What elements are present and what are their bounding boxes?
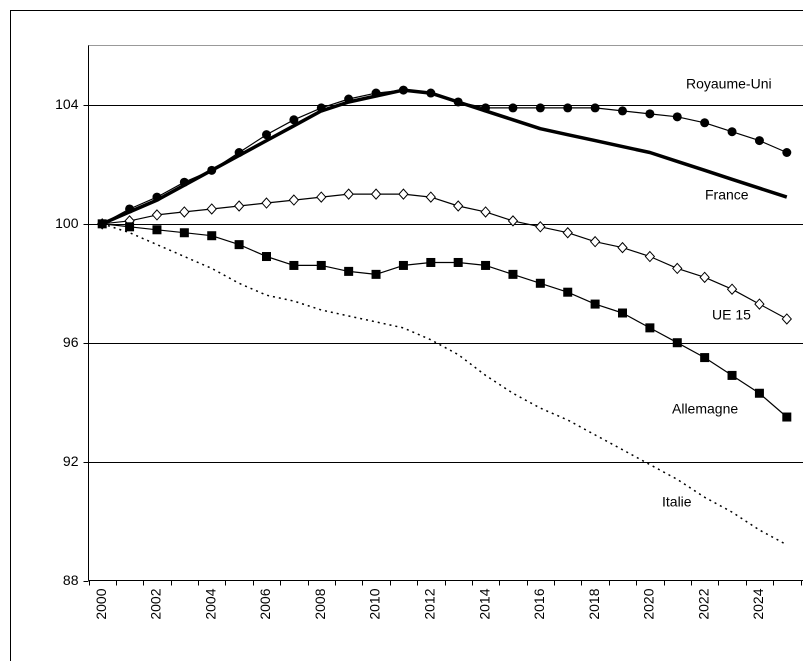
data-point [425, 191, 436, 203]
y-tick-label: 104 [55, 96, 79, 112]
data-point [589, 235, 601, 248]
data-point [125, 222, 135, 232]
data-point [727, 127, 737, 137]
data-point [343, 188, 354, 200]
data-point [262, 130, 271, 140]
data-point [288, 194, 300, 206]
data-point [700, 118, 710, 128]
data-point [481, 260, 491, 270]
data-point [398, 188, 409, 200]
data-point [480, 206, 491, 218]
data-point [754, 388, 764, 398]
data-point [261, 197, 272, 209]
series-label: Royaume-Uni [686, 76, 772, 92]
data-point [207, 231, 217, 241]
data-point [179, 206, 190, 218]
data-point [508, 103, 518, 113]
data-point [316, 260, 326, 270]
data-point [617, 241, 628, 254]
x-tick-label: 2024 [750, 588, 766, 619]
data-point [618, 106, 627, 116]
series-line [101, 88, 788, 226]
data-point [289, 115, 299, 125]
y-tick-label: 96 [63, 334, 79, 350]
data-point [151, 209, 163, 221]
x-tick-label: 2016 [531, 588, 547, 619]
data-point [426, 257, 436, 267]
data-point [398, 260, 408, 270]
data-point [672, 338, 682, 348]
series-label: UE 15 [712, 307, 751, 323]
data-point [699, 271, 710, 284]
data-point [672, 262, 683, 275]
data-point [152, 225, 162, 235]
data-point [782, 148, 792, 157]
data-point [563, 287, 573, 297]
plot-area [88, 45, 803, 581]
data-point [645, 109, 655, 119]
data-point [754, 298, 765, 310]
x-tick-label: 2008 [312, 588, 328, 619]
x-tick-label: 2000 [93, 588, 109, 619]
data-point [179, 228, 189, 238]
x-tick-label: 2006 [257, 588, 273, 619]
x-tick-label: 2004 [202, 588, 218, 619]
chart-frame [10, 10, 803, 661]
series-label: Italie [662, 494, 692, 510]
data-point [206, 203, 217, 215]
data-point [590, 299, 600, 309]
data-point [371, 269, 381, 279]
data-point [234, 240, 244, 250]
data-point [781, 313, 792, 325]
data-point [453, 200, 464, 212]
y-tick-label: 100 [55, 215, 79, 231]
x-tick-label: 2020 [641, 588, 657, 619]
x-tick-label: 2010 [367, 588, 383, 619]
x-tick-label: 2012 [422, 588, 438, 619]
data-point [645, 323, 655, 333]
series-line [101, 89, 788, 225]
data-point [700, 353, 710, 363]
y-tick-label: 92 [63, 453, 79, 469]
y-tick-label: 88 [63, 572, 79, 588]
data-point [316, 191, 327, 203]
data-point [562, 227, 573, 239]
data-point [508, 269, 518, 279]
x-tick-label: 2022 [695, 588, 711, 619]
data-point [726, 283, 738, 295]
data-point [672, 112, 682, 122]
data-point [344, 266, 354, 276]
data-point [535, 103, 545, 113]
data-point [644, 250, 656, 263]
x-tick-label: 2014 [476, 588, 492, 619]
data-point [507, 215, 519, 227]
series-label: Allemagne [672, 401, 738, 417]
series-line [102, 193, 788, 320]
data-point [590, 103, 600, 113]
data-point [618, 308, 627, 318]
data-point [727, 370, 737, 380]
data-point [370, 188, 382, 200]
data-point [453, 257, 463, 267]
data-point [289, 260, 299, 270]
data-point [782, 412, 792, 422]
x-tick-label: 2002 [148, 588, 164, 619]
data-point [233, 200, 245, 212]
data-point [535, 221, 546, 233]
data-point [262, 252, 271, 262]
series-label: France [705, 187, 749, 203]
data-point [535, 278, 545, 288]
data-point [754, 136, 764, 146]
x-tick-label: 2018 [586, 588, 602, 619]
series-line [102, 223, 788, 418]
data-point [563, 103, 573, 113]
